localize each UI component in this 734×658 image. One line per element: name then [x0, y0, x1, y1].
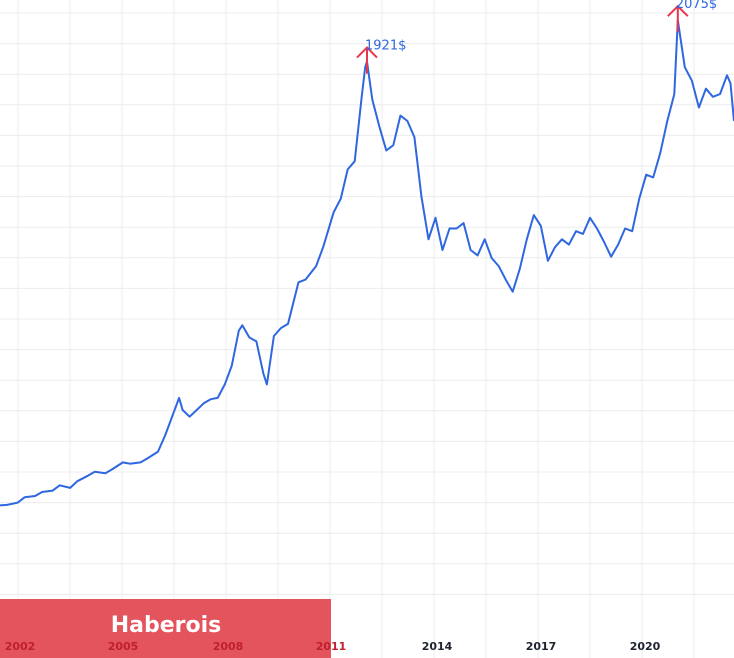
x-tick-label: 2005: [108, 640, 139, 653]
x-tick-label: 2017: [526, 640, 557, 653]
peak-arrow-icon: [356, 46, 378, 74]
brand-banner: Haberois: [0, 599, 331, 658]
x-tick-label: 2008: [213, 640, 244, 653]
x-axis-ticks: 2002 2005 2008 2011 2014 2017 2020: [5, 640, 661, 653]
brand-banner-label: Haberois: [111, 613, 222, 638]
x-tick-label: 2002: [5, 640, 36, 653]
peak-label: 2075$: [676, 0, 717, 12]
peak-annotations: 1921$ 2075$: [356, 0, 717, 74]
brand-banner-background: [0, 599, 331, 658]
x-tick-label: 2020: [630, 640, 661, 653]
peak-label: 1921$: [365, 39, 406, 54]
x-tick-label: 2011: [316, 640, 347, 653]
peak-arrow-icon: [667, 4, 689, 33]
price-series-line: [0, 19, 734, 507]
x-tick-label: 2014: [422, 640, 453, 653]
